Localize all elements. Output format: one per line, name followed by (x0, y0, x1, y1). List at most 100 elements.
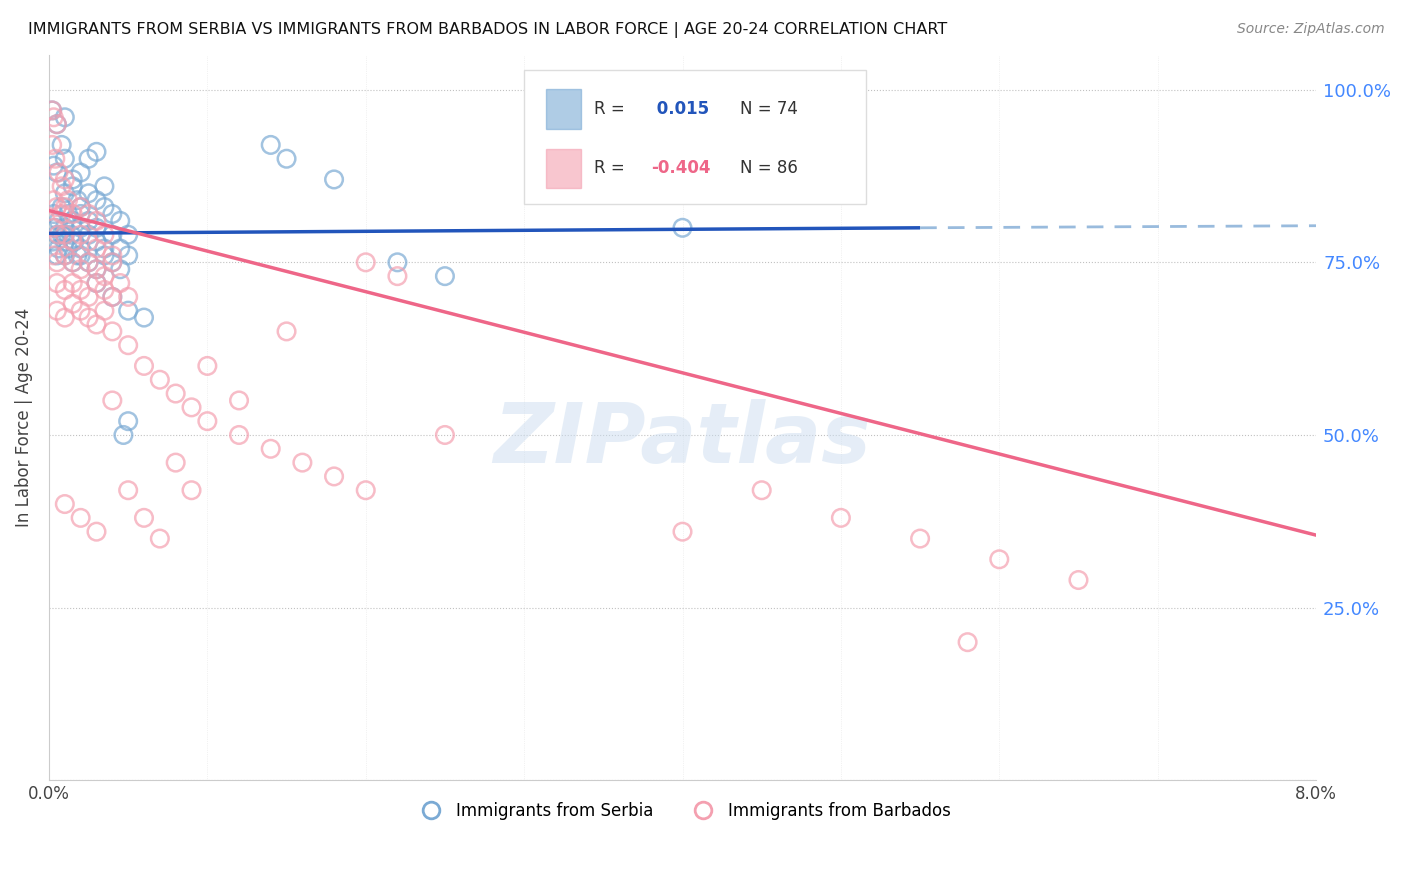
Point (433, 269, 456, 284)
Point (45, 248, 67, 262)
Point (387, 269, 409, 284)
Point (42, 220, 65, 235)
Point (101, 248, 124, 262)
Point (45, 165, 67, 179)
Point (51, 137, 73, 152)
Point (69, 200, 91, 214)
Point (180, 483, 202, 498)
Point (48, 242, 70, 256)
Point (69, 200, 91, 214)
Point (260, 137, 283, 152)
Point (69, 220, 91, 235)
Point (93, 303, 115, 318)
Text: R =: R = (593, 160, 630, 178)
Point (53, 248, 76, 262)
Point (354, 255, 377, 269)
Point (908, 532, 931, 546)
Point (117, 248, 139, 262)
Point (93, 283, 115, 297)
Text: 0.015: 0.015 (651, 100, 709, 118)
Point (117, 338, 139, 352)
Point (45, 227, 67, 242)
Point (149, 373, 172, 387)
Point (77, 235, 100, 249)
Point (53, 227, 76, 242)
Point (110, 214, 132, 228)
Point (77, 186, 100, 201)
Text: -0.404: -0.404 (651, 160, 710, 178)
Point (51, 179, 73, 194)
Point (195, 359, 218, 373)
Point (228, 428, 250, 442)
Point (86, 214, 108, 228)
Point (53, 152, 76, 166)
Point (165, 456, 187, 470)
Point (101, 227, 124, 242)
Point (830, 511, 852, 525)
Point (62, 255, 84, 269)
Point (112, 428, 135, 442)
Point (41, 103, 63, 118)
Text: IMMIGRANTS FROM SERBIA VS IMMIGRANTS FROM BARBADOS IN LABOR FORCE | AGE 20-24 CO: IMMIGRANTS FROM SERBIA VS IMMIGRANTS FRO… (28, 22, 948, 38)
Y-axis label: In Labor Force | Age 20-24: In Labor Force | Age 20-24 (15, 308, 32, 527)
Point (640, 172, 662, 186)
Point (48, 165, 70, 179)
Point (62, 172, 84, 186)
Point (117, 290, 139, 304)
Point (592, 172, 614, 186)
Point (387, 255, 409, 269)
Point (117, 414, 139, 428)
Point (101, 207, 124, 221)
Point (53, 310, 76, 325)
Point (110, 262, 132, 277)
Point (93, 179, 115, 194)
Point (53, 110, 76, 124)
Point (671, 524, 693, 539)
Point (41, 137, 63, 152)
Point (42, 193, 65, 207)
Point (62, 297, 84, 311)
Point (1067, 573, 1090, 587)
Point (77, 152, 100, 166)
Point (195, 414, 218, 428)
Point (77, 227, 100, 242)
Point (62, 207, 84, 221)
Point (44, 152, 66, 166)
Point (69, 511, 91, 525)
Point (77, 214, 100, 228)
Point (117, 227, 139, 242)
Point (323, 469, 346, 483)
Point (101, 325, 124, 339)
Point (62, 235, 84, 249)
Point (117, 483, 139, 498)
Point (93, 248, 115, 262)
Point (110, 242, 132, 256)
Point (101, 290, 124, 304)
Point (101, 290, 124, 304)
Point (86, 318, 108, 332)
Point (101, 255, 124, 269)
Point (56, 242, 79, 256)
Point (77, 207, 100, 221)
Text: R =: R = (593, 100, 630, 118)
Point (45, 276, 67, 290)
Point (53, 497, 76, 511)
Point (77, 310, 100, 325)
Point (44, 220, 66, 235)
Point (132, 310, 155, 325)
Point (77, 255, 100, 269)
Point (77, 255, 100, 269)
Point (180, 401, 202, 415)
Point (323, 172, 346, 186)
Point (45, 255, 67, 269)
Point (42, 248, 65, 262)
Point (42, 159, 65, 173)
Point (228, 393, 250, 408)
Point (66, 248, 89, 262)
Point (51, 200, 73, 214)
Point (77, 290, 100, 304)
Point (41, 235, 63, 249)
Point (53, 283, 76, 297)
Point (86, 193, 108, 207)
Point (86, 262, 108, 277)
